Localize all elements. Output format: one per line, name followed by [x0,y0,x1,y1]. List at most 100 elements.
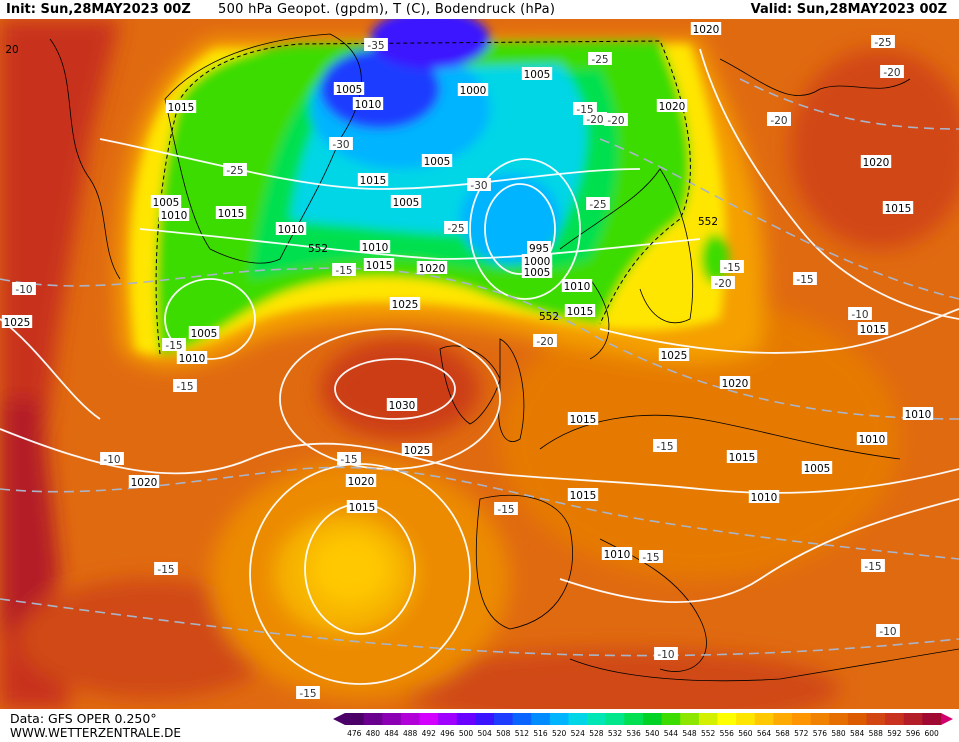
pressure-label-box [567,488,599,501]
scale-swatch [773,713,793,725]
pressure-label-box [346,500,378,513]
temperature-label-box [329,137,353,150]
temperature-label: -15 [497,504,514,516]
scale-label: 520 [552,729,567,738]
geopotential-label: 552 [539,311,559,323]
temperature-label: -20 [536,336,553,348]
pressure-label-box [561,279,593,292]
scale-arrow-left [333,713,345,725]
pressure-label: 1020 [722,378,749,390]
scale-swatch [922,713,942,725]
temperature-label-box [364,38,388,51]
coastlines [49,33,959,682]
scale-label: 552 [701,729,716,738]
scale-swatch [829,713,849,725]
temperature-label-box [337,452,361,465]
pressure-label: 1030 [389,400,416,412]
pressure-label: 1015 [567,306,594,318]
scale-swatch [624,713,644,725]
pressure-label-box [390,195,422,208]
pressure-label-box [601,547,633,560]
temperature-label: -25 [591,54,608,66]
pressure-label-box [656,99,688,112]
scale-label: 572 [794,729,809,738]
pressure-label: 1010 [859,434,886,446]
scale-label: 592 [887,729,902,738]
pressure-label-box [564,304,596,317]
temperature-label: -15 [796,274,813,286]
pressure-label-box [215,206,247,219]
scale-swatch [363,713,383,725]
temperature-label-box [639,550,663,563]
geopotential-552-contour [155,40,691,355]
pressure-label: 1025 [392,299,419,311]
temperature-label: -15 [165,340,182,352]
scale-label: 544 [664,729,679,738]
pressure-label-box [856,432,888,445]
scale-swatch [885,713,905,725]
color-scale-svg: 476 480 484 488 492 496 500 504 508 512 516 520 524 5… [333,713,953,738]
scale-swatch [400,713,420,725]
pressure-label-box [158,208,190,221]
pressure-label: 1015 [218,208,245,220]
pressure-label-box [359,240,391,253]
temperature-label: -15 [576,104,593,116]
temperature-label-box [494,502,518,515]
pressure-label: 1025 [661,350,688,362]
temperature-label-box [880,65,904,78]
data-source: Data: GFS OPER 0.250° [10,711,157,726]
scale-swatch [847,713,867,725]
scale-label: 588 [869,729,884,738]
temperature-label-box [793,272,817,285]
pressure-label-box [275,222,307,235]
temperature-label-box [861,559,885,572]
pressure-label: 1010 [161,210,188,222]
scale-swatch [661,713,681,725]
pressure-label-box [188,326,220,339]
pressure-label: 1020 [348,476,375,488]
isobars [0,48,959,685]
scale-label: 564 [757,729,772,738]
temperature-label-box [533,334,557,347]
scale-label: 560 [738,729,753,738]
chart-header: Init: Sun,28MAY2023 00Z 500 hPa Geopot. … [0,0,959,19]
temperature-label: -10 [657,649,674,661]
valid-time: Valid: Sun,28MAY2023 00Z [750,2,947,17]
temperature-label-box [711,276,735,289]
scale-label: 484 [384,729,399,738]
scale-label: 476 [347,729,362,738]
temperature-label: -15 [335,265,352,277]
pressure-label-box [401,443,433,456]
scale-swatch [549,713,569,725]
scale-swatch [531,713,551,725]
temperature-label-box [467,178,491,191]
scale-swatch [382,713,402,725]
scale-swatch [475,713,495,725]
scale-label: 556 [720,729,735,738]
scale-swatch [754,713,774,725]
temperature-label: -25 [874,37,891,49]
scale-label: 512 [515,729,530,738]
scale-label: 504 [478,729,493,738]
pressure-label-box [658,348,690,361]
scale-swatch [903,713,923,725]
geopotential-label: 20 [5,44,18,56]
pressure-label: 1005 [524,267,551,279]
temperature-label-box [586,197,610,210]
temperature-label: -30 [470,180,487,192]
temperature-label-box [296,686,320,699]
pressure-label-box [421,154,453,167]
pressure-label-box [521,254,553,267]
scale-swatch [605,713,625,725]
pressure-label: 1025 [4,317,31,329]
temperature-label-box [573,102,597,115]
scale-label: 584 [850,729,865,738]
scale-swatch [792,713,812,725]
map-canvas: 1015100510101000100510051020101510051010… [0,19,959,709]
pressure-label: 1010 [362,242,389,254]
pressure-label: 1015 [366,260,393,272]
temperature-label: -15 [642,552,659,564]
pressure-label: 1015 [168,102,195,114]
temperature-label: -25 [447,223,464,235]
pressure-label: 1020 [131,477,158,489]
